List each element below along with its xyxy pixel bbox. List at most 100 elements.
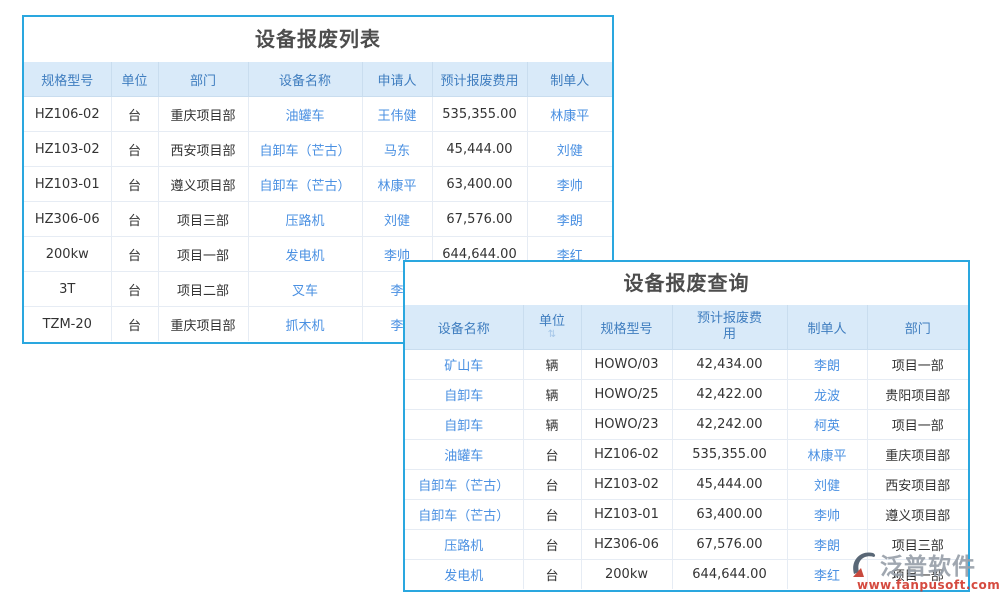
scrap-query-panel: 设备报废查询 设备名称 单位 ⇅ 规格型号 预计报废费用 制单人 部门	[403, 260, 970, 592]
cell-creator-link[interactable]: 李朗	[526, 201, 612, 237]
cell-device-name-link[interactable]: 自卸车	[405, 379, 524, 410]
watermark: 泛普软件 www.fanpusoft.com	[851, 547, 1000, 592]
cell-est-cost: 644,644.00	[671, 559, 788, 589]
cell-est-cost: 45,444.00	[431, 131, 528, 167]
cell-est-cost: 535,355.00	[671, 439, 788, 470]
cell-creator-link[interactable]: 李朗	[786, 529, 868, 560]
cell-device-name-link[interactable]: 自卸车（芒古）	[405, 469, 524, 500]
cell-creator-link[interactable]: 李帅	[526, 166, 612, 202]
table-row: 油罐车 台 HZ106-02 535,355.00 林康平 重庆项目部	[405, 439, 968, 470]
column-header-creator: 制单人	[786, 305, 868, 350]
cell-unit: 辆	[522, 409, 582, 440]
cell-spec-model: 200kw	[580, 559, 673, 589]
column-header-device-name: 设备名称	[405, 305, 524, 350]
cell-applicant-link[interactable]: 李帅	[361, 236, 433, 272]
cell-unit: 辆	[522, 349, 582, 380]
cell-unit: 台	[522, 439, 582, 470]
cell-unit: 辆	[522, 379, 582, 410]
cell-est-cost: 45,444.00	[671, 469, 788, 500]
column-header-department: 部门	[866, 305, 968, 350]
cell-spec-model: HOWO/23	[580, 409, 673, 440]
column-header-department: 部门	[157, 62, 249, 97]
table-row: 矿山车 辆 HOWO/03 42,434.00 李朗 项目一部	[405, 349, 968, 380]
fanpu-logo-icon	[853, 552, 876, 577]
cell-device-name-link[interactable]: 压路机	[247, 201, 363, 237]
panel-title: 设备报废查询	[405, 262, 968, 305]
cell-unit: 台	[110, 96, 159, 132]
cell-device-name-link[interactable]: 发电机	[247, 236, 363, 272]
header-row: 规格型号 单位 部门 设备名称 申请人 预计报废费用 制单人	[24, 62, 612, 97]
cell-unit: 台	[522, 529, 582, 560]
cell-unit: 台	[522, 469, 582, 500]
cell-unit: 台	[522, 559, 582, 589]
cell-department: 遵义项目部	[866, 499, 968, 530]
scrap-list-panel: 设备报废列表 规格型号 单位 部门 设备名称 申请人 预计报废费用 制单人 HZ…	[22, 15, 614, 344]
cell-department: 西安项目部	[157, 131, 249, 167]
cell-creator-link[interactable]: 林康平	[786, 439, 868, 470]
table-row: 自卸车 辆 HOWO/25 42,422.00 龙波 贵阳项目部	[405, 379, 968, 410]
cell-spec-model: 3T	[24, 271, 112, 307]
cell-est-cost: 67,576.00	[431, 201, 528, 237]
cell-creator-link[interactable]: 李帅	[786, 499, 868, 530]
cell-spec-model: HZ106-02	[24, 96, 112, 132]
cell-spec-model: HZ103-02	[24, 131, 112, 167]
cell-est-cost: 535,355.00	[431, 96, 528, 132]
cell-department: 遵义项目部	[157, 166, 249, 202]
cell-device-name-link[interactable]: 矿山车	[405, 349, 524, 380]
column-header-spec-model: 规格型号	[24, 62, 112, 97]
sort-icon: ⇅	[547, 329, 557, 340]
cell-device-name-link[interactable]: 自卸车（芒古）	[247, 131, 363, 167]
column-header-unit-label: 单位	[538, 314, 565, 329]
cell-applicant-link[interactable]: 马东	[361, 131, 433, 167]
column-header-unit: 单位	[110, 62, 159, 97]
cell-device-name-link[interactable]: 发电机	[405, 559, 524, 589]
cell-department: 项目三部	[866, 529, 968, 560]
cell-est-cost: 63,400.00	[431, 166, 528, 202]
cell-creator-link[interactable]: 林康平	[526, 96, 612, 132]
cell-device-name-link[interactable]: 自卸车（芒古）	[247, 166, 363, 202]
scrap-list-table: 规格型号 单位 部门 设备名称 申请人 预计报废费用 制单人 HZ106-02 …	[24, 62, 612, 341]
table-row: 自卸车 辆 HOWO/23 42,242.00 柯英 项目一部	[405, 409, 968, 440]
column-header-device-name: 设备名称	[247, 62, 363, 97]
cell-spec-model: HOWO/03	[580, 349, 673, 380]
cell-department: 项目一部	[157, 236, 249, 272]
column-header-est-cost-label: 预计报废费用	[696, 311, 762, 342]
cell-creator-link[interactable]: 刘健	[526, 131, 612, 167]
cell-creator-link[interactable]: 李朗	[786, 349, 868, 380]
cell-est-cost: 42,434.00	[671, 349, 788, 380]
header-row: 设备名称 单位 ⇅ 规格型号 预计报废费用 制单人 部门	[405, 305, 968, 350]
cell-creator-link[interactable]: 刘健	[786, 469, 868, 500]
cell-unit: 台	[110, 166, 159, 202]
cell-device-name-link[interactable]: 油罐车	[405, 439, 524, 470]
table-row: 自卸车（芒古） 台 HZ103-02 45,444.00 刘健 西安项目部	[405, 469, 968, 500]
scrap-query-table: 设备名称 单位 ⇅ 规格型号 预计报废费用 制单人 部门 矿山车 辆 H	[405, 305, 968, 589]
cell-department: 项目二部	[157, 271, 249, 307]
column-header-est-cost: 预计报废费用	[431, 62, 528, 97]
cell-spec-model: HZ106-02	[580, 439, 673, 470]
cell-department: 西安项目部	[866, 469, 968, 500]
cell-spec-model: 200kw	[24, 236, 112, 272]
cell-department: 贵阳项目部	[866, 379, 968, 410]
cell-device-name-link[interactable]: 油罐车	[247, 96, 363, 132]
table-row: 自卸车（芒古） 台 HZ103-01 63,400.00 李帅 遵义项目部	[405, 499, 968, 530]
watermark-brand: 泛普软件	[880, 554, 976, 580]
cell-creator-link[interactable]: 柯英	[786, 409, 868, 440]
cell-department: 项目一部	[866, 409, 968, 440]
cell-device-name-link[interactable]: 叉车	[247, 271, 363, 307]
cell-applicant-link[interactable]: 王伟健	[361, 96, 433, 132]
cell-spec-model: HOWO/25	[580, 379, 673, 410]
cell-creator-link[interactable]: 龙波	[786, 379, 868, 410]
column-header-unit-sortable[interactable]: 单位 ⇅	[522, 305, 582, 350]
cell-device-name-link[interactable]: 压路机	[405, 529, 524, 560]
cell-est-cost: 42,242.00	[671, 409, 788, 440]
cell-device-name-link[interactable]: 抓木机	[247, 306, 363, 341]
cell-spec-model: HZ306-06	[580, 529, 673, 560]
cell-unit: 台	[110, 236, 159, 272]
cell-applicant-link[interactable]: 林康平	[361, 166, 433, 202]
cell-device-name-link[interactable]: 自卸车（芒古）	[405, 499, 524, 530]
cell-applicant-link[interactable]: 刘健	[361, 201, 433, 237]
cell-device-name-link[interactable]: 自卸车	[405, 409, 524, 440]
cell-department: 重庆项目部	[866, 439, 968, 470]
cell-department: 项目一部	[866, 349, 968, 380]
cell-department: 项目三部	[157, 201, 249, 237]
